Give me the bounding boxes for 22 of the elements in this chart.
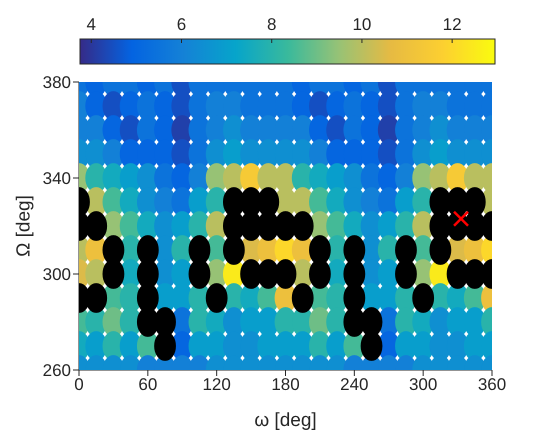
x-tick-label: 300 [408, 375, 438, 394]
x-tick-label: 120 [202, 375, 231, 394]
y-tick-label: 340 [42, 169, 71, 188]
color-bar-label: 4 [86, 15, 96, 34]
color-bar-label: 10 [352, 15, 372, 34]
x-tick-label: 240 [340, 375, 369, 394]
point [206, 283, 228, 313]
x-axis-title: ω [deg] [254, 410, 317, 431]
color-bar-label: 6 [176, 15, 186, 34]
y-tick-label: 300 [42, 265, 71, 284]
point [274, 259, 296, 289]
y-axis-title: Ω [deg] [14, 195, 35, 257]
y-tick-label: 260 [42, 361, 71, 380]
color-bar-label: 8 [266, 15, 276, 34]
x-tick-label: 0 [74, 375, 84, 394]
y-tick-label: 380 [42, 73, 71, 92]
x-tick-label: 60 [138, 375, 158, 394]
point [412, 283, 434, 313]
color-bar-label: 12 [442, 15, 462, 34]
x-tick-label: 180 [271, 375, 300, 394]
x-tick-label: 360 [478, 375, 506, 394]
point [292, 283, 314, 313]
